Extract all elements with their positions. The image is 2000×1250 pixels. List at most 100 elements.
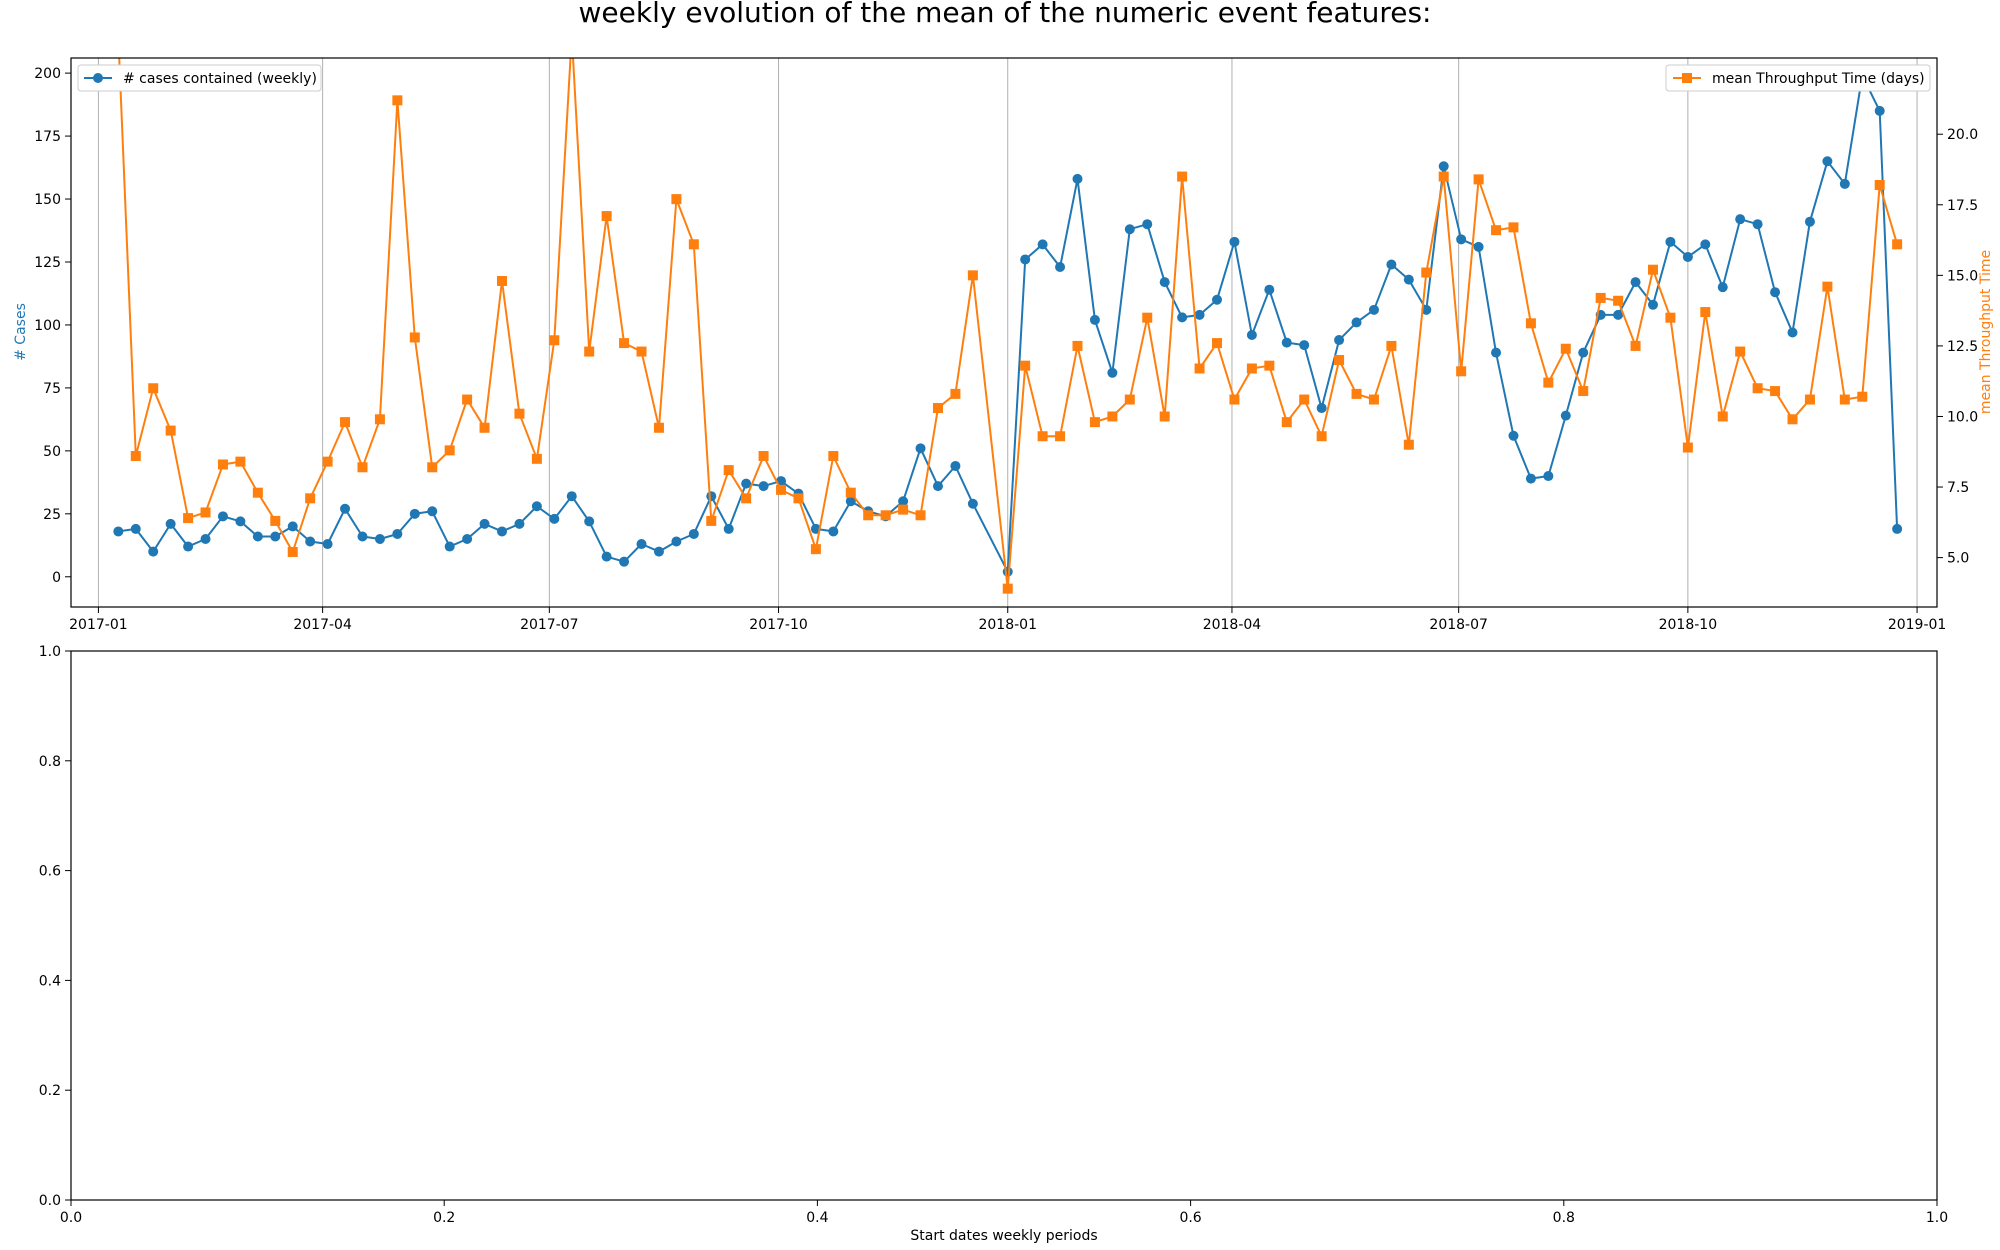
throughput-series-point bbox=[462, 394, 473, 405]
cases-series-point bbox=[531, 501, 542, 512]
cases-series-point bbox=[706, 491, 717, 502]
throughput-series-point bbox=[619, 338, 630, 349]
cases-series-point bbox=[1281, 337, 1292, 348]
throughput-series-point bbox=[1142, 312, 1153, 323]
cases-series-point bbox=[723, 523, 734, 534]
cases-series-point bbox=[1787, 327, 1798, 338]
cases-series-point bbox=[357, 531, 368, 542]
throughput-series-point bbox=[200, 507, 211, 518]
throughput-series-point bbox=[409, 332, 420, 343]
left-y-tick-label: 200 bbox=[34, 66, 61, 82]
cases-series-point bbox=[1107, 367, 1118, 378]
throughput-series-point bbox=[950, 388, 961, 399]
cases-series-point bbox=[1456, 234, 1467, 245]
cases-series-point bbox=[1246, 330, 1257, 341]
cases-series-point bbox=[1368, 304, 1379, 315]
cases-series-point bbox=[584, 516, 595, 527]
throughput-series-point bbox=[1578, 386, 1589, 397]
bottom-chart: 0.0 0.2 0.4 0.6 0.8 1.0 0.0 0.2 0.4 0.6 0.8 1.0 St… bbox=[39, 644, 1948, 1244]
cases-series-point bbox=[1421, 304, 1432, 315]
cases-series-point bbox=[252, 531, 263, 542]
throughput-series-point bbox=[1177, 171, 1188, 182]
throughput-series-point bbox=[514, 408, 525, 419]
throughput-series-point bbox=[584, 346, 595, 357]
throughput-series-point bbox=[653, 422, 664, 433]
cases-series-point bbox=[514, 518, 525, 529]
cases-series-point bbox=[967, 498, 978, 509]
throughput-series-point bbox=[1595, 292, 1606, 303]
cases-series-point bbox=[1613, 309, 1624, 320]
throughput-series-point bbox=[898, 504, 909, 515]
throughput-series-point bbox=[1072, 340, 1083, 351]
cases-series-point bbox=[217, 511, 228, 522]
throughput-series-point bbox=[758, 450, 769, 461]
cases-series-point bbox=[915, 443, 926, 454]
cases-series-point bbox=[1264, 284, 1275, 295]
x-tick-label: 2018-10 bbox=[1659, 617, 1718, 633]
throughput-series-point bbox=[305, 493, 316, 504]
throughput-series-point bbox=[1020, 360, 1031, 371]
throughput-series-point bbox=[741, 493, 752, 504]
throughput-series-point bbox=[322, 456, 333, 467]
throughput-series-point bbox=[793, 493, 804, 504]
throughput-series-point bbox=[1229, 394, 1240, 405]
cases-series-point bbox=[1299, 340, 1310, 351]
cases-series-point bbox=[444, 541, 455, 552]
left-y-tick-label: 75 bbox=[43, 381, 61, 397]
throughput-series-point bbox=[148, 383, 159, 394]
throughput-series-point bbox=[845, 487, 856, 498]
throughput-series-point bbox=[1560, 343, 1571, 354]
cases-series-point bbox=[462, 534, 473, 545]
cases-series-point bbox=[601, 551, 612, 562]
left-y-tick-label: 150 bbox=[34, 192, 61, 208]
left-y-tick-label: 125 bbox=[34, 255, 61, 271]
throughput-series-point bbox=[392, 95, 403, 106]
cases-series-point bbox=[1525, 473, 1536, 484]
right-y-tick-label: 5.0 bbox=[1947, 551, 1969, 567]
cases-series-point bbox=[1438, 161, 1449, 172]
top-series bbox=[113, 58, 1903, 594]
cases-series-point bbox=[1578, 347, 1589, 358]
cases-series-point bbox=[1874, 105, 1885, 116]
top-x-axis: 2017-01 2017-04 2017-07 2017-10 2018-01 2018-… bbox=[69, 607, 1946, 633]
legend-left-label: # cases contained (weekly) bbox=[123, 71, 317, 87]
throughput-series-point bbox=[1246, 363, 1257, 374]
cases-series-point bbox=[1822, 156, 1833, 167]
legend-right: mean Throughput Time (days) bbox=[1665, 64, 1931, 92]
throughput-series-point bbox=[1892, 239, 1903, 250]
cases-series-point bbox=[898, 496, 909, 507]
cases-series-point bbox=[1473, 241, 1484, 252]
bottom-x-tick-label: 0.4 bbox=[806, 1210, 828, 1226]
cases-series-point bbox=[1700, 239, 1711, 250]
cases-series-point bbox=[1665, 236, 1676, 247]
bottom-plot-frame bbox=[70, 650, 1938, 1201]
right-y-tick-label: 10.0 bbox=[1947, 409, 1978, 425]
throughput-series-point bbox=[723, 465, 734, 476]
legend-right-label: mean Throughput Time (days) bbox=[1712, 71, 1925, 87]
cases-series-point bbox=[1682, 251, 1693, 262]
x-tick-label: 2017-04 bbox=[293, 617, 352, 633]
throughput-series-point bbox=[130, 450, 141, 461]
cases-series-point bbox=[1159, 277, 1170, 288]
cases-series-point bbox=[479, 518, 490, 529]
throughput-series-point bbox=[688, 239, 699, 250]
cases-series-point bbox=[1316, 403, 1327, 414]
cases-series-point bbox=[305, 536, 316, 547]
x-tick-label: 2017-07 bbox=[520, 617, 579, 633]
cases-series-point bbox=[653, 546, 664, 557]
cases-series-point bbox=[1717, 282, 1728, 293]
throughput-series-point bbox=[1804, 394, 1815, 405]
throughput-series-point bbox=[1299, 394, 1310, 405]
cases-series-point bbox=[1403, 274, 1414, 285]
bottom-y-tick-label: 0.2 bbox=[39, 1083, 61, 1099]
cases-series-point bbox=[148, 546, 159, 557]
throughput-series-point bbox=[1264, 360, 1275, 371]
throughput-series-point bbox=[217, 459, 228, 470]
throughput-series-point bbox=[810, 544, 821, 555]
throughput-series-point bbox=[1281, 417, 1292, 428]
cases-series-point bbox=[950, 460, 961, 471]
throughput-series-point bbox=[915, 510, 926, 521]
left-y-axis: 0 25 50 75 100 125 150 175 200 bbox=[34, 66, 71, 586]
cases-series-point bbox=[1647, 299, 1658, 310]
cases-series-point bbox=[1491, 347, 1502, 358]
